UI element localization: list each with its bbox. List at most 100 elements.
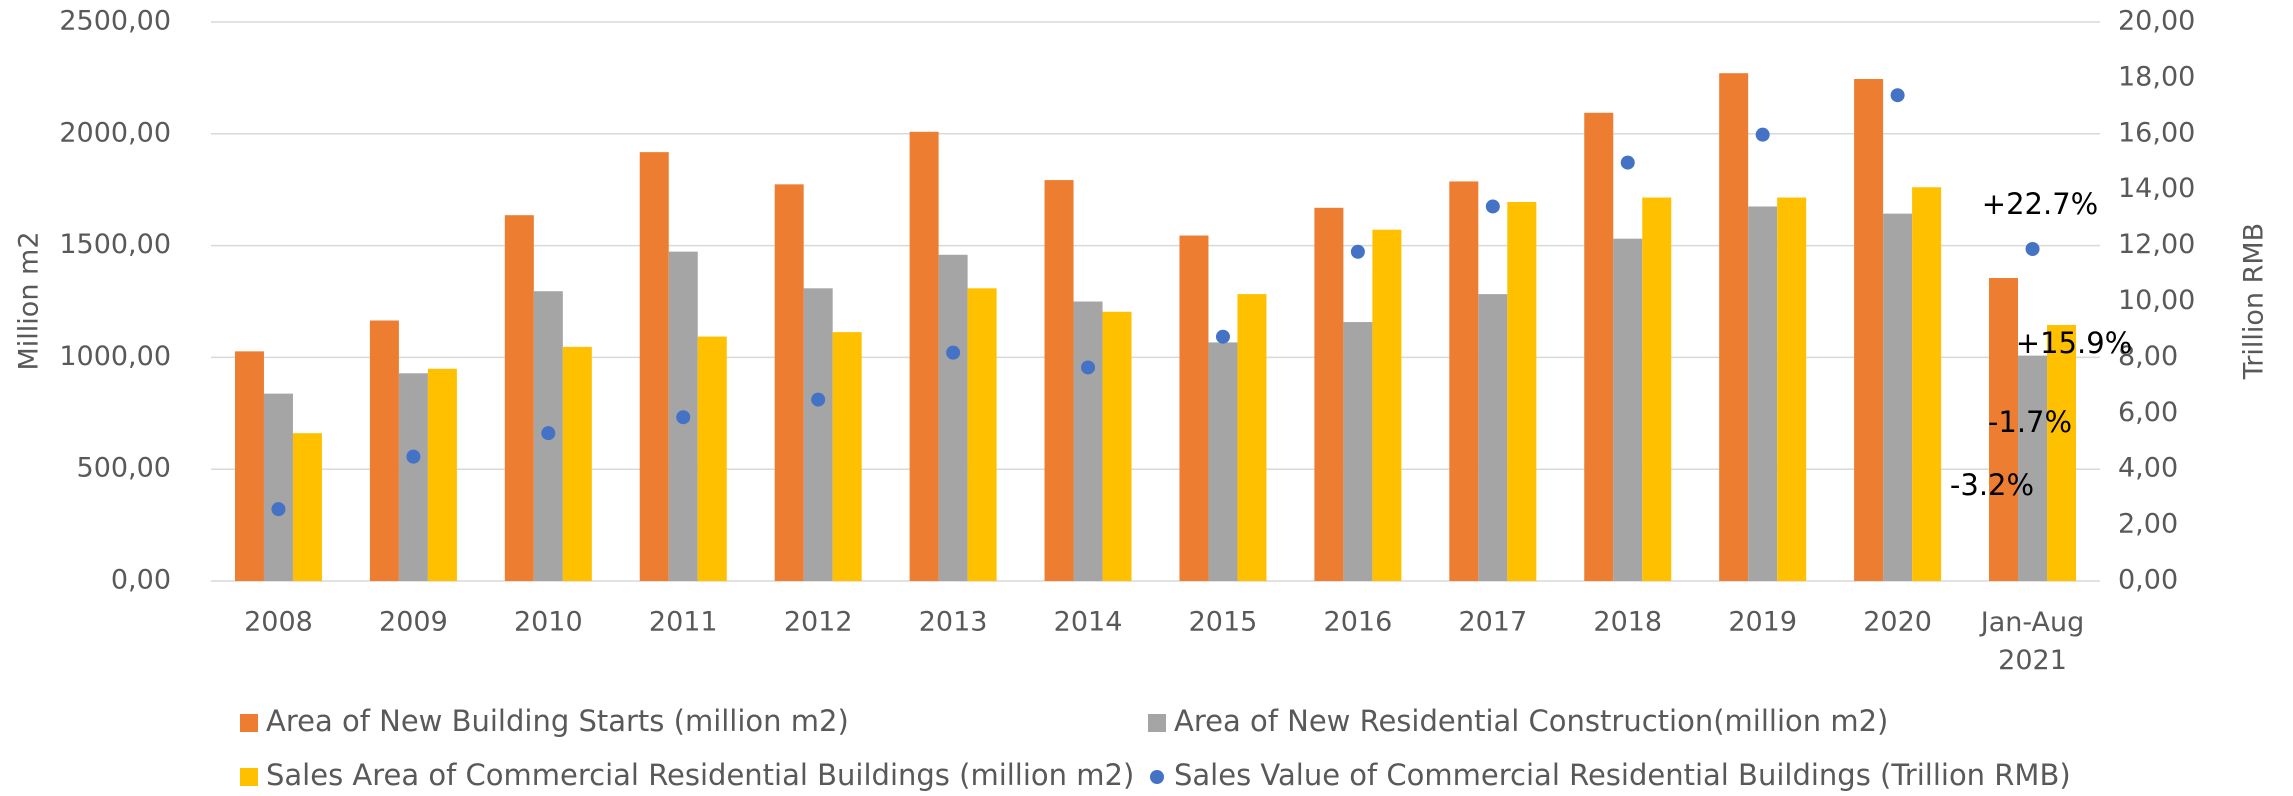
bar	[1179, 235, 1209, 581]
bar	[263, 393, 293, 581]
bar	[1719, 73, 1749, 581]
dot	[1350, 244, 1365, 259]
x-tick-label: 2014	[1054, 607, 1123, 638]
y2-tick-label: 2,00	[2118, 509, 2178, 540]
x-tick-label: 2009	[379, 607, 448, 638]
legend-swatch	[240, 768, 258, 786]
y-tick-label: 1500,00	[59, 229, 171, 260]
x-tick-label: 2016	[1324, 607, 1393, 638]
y-tick-label: 0,00	[111, 565, 171, 596]
bar	[639, 152, 669, 581]
legend-label: Sales Value of Commercial Residential Bu…	[1174, 758, 2071, 792]
x-tick-label: 2010	[514, 607, 583, 638]
y2-tick-label: 20,00	[2118, 6, 2195, 37]
x-tick-label: 2020	[1863, 607, 1932, 638]
bar	[774, 184, 804, 581]
bar	[1989, 278, 2019, 581]
y2-tick-label: 16,00	[2118, 117, 2195, 148]
x-tick-label: 2018	[1593, 607, 1662, 638]
bar	[427, 368, 457, 581]
dot	[1081, 360, 1096, 375]
bar	[1237, 294, 1267, 581]
x-tick-label: Jan-Aug 2021	[1979, 607, 2085, 676]
bar	[1642, 197, 1672, 581]
x-tick-label: 2019	[1728, 607, 1797, 638]
bar	[398, 373, 428, 581]
bar	[504, 215, 534, 581]
bar	[1748, 206, 1778, 581]
dot	[1620, 155, 1635, 170]
dot	[2025, 241, 2040, 256]
bar	[832, 332, 862, 581]
x-tick-label: 2017	[1458, 607, 1527, 638]
bar	[1613, 238, 1643, 581]
dot	[676, 410, 691, 425]
bar	[1854, 79, 1884, 581]
legend-label: Sales Area of Commercial Residential Bui…	[266, 758, 1134, 792]
bar	[1102, 311, 1132, 581]
y2-tick-label: 12,00	[2118, 229, 2195, 260]
bar	[1044, 180, 1074, 581]
y-tick-label: 2000,00	[59, 117, 171, 148]
y2-tick-label: 8,00	[2118, 341, 2178, 372]
dot	[1485, 199, 1500, 214]
bar	[1372, 229, 1402, 581]
y2-tick-label: 4,00	[2118, 453, 2178, 484]
x-tick-label: 2012	[784, 607, 853, 638]
legend-label: Area of New Building Starts (million m2)	[266, 704, 849, 738]
bar	[562, 346, 592, 581]
bar	[1314, 207, 1344, 582]
bar	[1507, 201, 1537, 582]
x-tick-label: 2015	[1189, 607, 1258, 638]
bar	[369, 320, 399, 581]
bar	[967, 288, 997, 581]
annotation: +22.7%	[1982, 187, 2098, 221]
bar	[1584, 112, 1614, 581]
bar	[1478, 294, 1508, 581]
legend-swatch	[240, 714, 258, 732]
dot	[271, 502, 286, 517]
legend-label: Area of New Residential Construction(mil…	[1174, 704, 1888, 738]
y2-tick-label: 18,00	[2118, 61, 2195, 92]
dot	[946, 345, 961, 360]
y2-axis-label: Trillion RMB	[2239, 223, 2270, 380]
dot	[1890, 88, 1905, 103]
annotation: -1.7%	[1988, 405, 2072, 439]
bar	[1343, 322, 1373, 581]
y-tick-label: 2500,00	[59, 6, 171, 37]
dot	[811, 392, 826, 407]
annotation: -3.2%	[1950, 468, 2034, 502]
bar	[938, 254, 968, 582]
y-tick-label: 1000,00	[59, 341, 171, 372]
bar	[1912, 187, 1942, 581]
y-tick-label: 500,00	[77, 453, 171, 484]
bar	[909, 131, 939, 581]
annotation: +15.9%	[2016, 326, 2132, 360]
x-tick-label: 2008	[244, 607, 313, 638]
y2-tick-label: 14,00	[2118, 173, 2195, 204]
bar	[1449, 181, 1479, 581]
y-axis-label: Million m2	[14, 232, 45, 371]
legend-swatch	[1150, 770, 1164, 784]
bar	[1073, 301, 1103, 581]
bar	[2047, 324, 2077, 581]
y2-tick-label: 0,00	[2118, 565, 2178, 596]
x-tick-label: 2011	[649, 607, 718, 638]
legend-swatch	[1148, 714, 1166, 732]
bar	[1883, 213, 1913, 582]
y2-tick-label: 10,00	[2118, 285, 2195, 316]
dot	[541, 426, 556, 441]
bar	[234, 351, 264, 581]
bar	[292, 433, 322, 581]
x-tick-label: 2013	[919, 607, 988, 638]
bar	[697, 336, 727, 581]
dot	[1755, 127, 1770, 142]
bar	[1777, 197, 1807, 581]
bar	[1208, 342, 1238, 581]
dot	[1215, 329, 1230, 344]
dot	[406, 449, 421, 464]
y2-tick-label: 6,00	[2118, 397, 2178, 428]
bar	[803, 288, 833, 581]
bar	[2018, 355, 2048, 581]
